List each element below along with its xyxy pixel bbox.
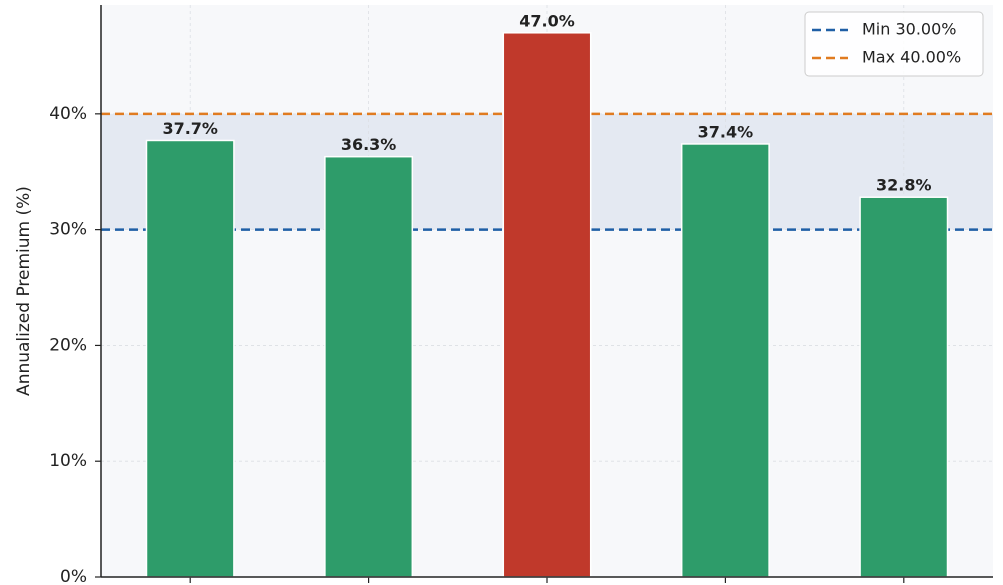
- value-label: 47.0%: [519, 11, 575, 30]
- y-tick-label: 20%: [49, 335, 87, 355]
- legend-box: [804, 11, 984, 77]
- value-label: 36.3%: [341, 135, 397, 154]
- y-tick-label: 40%: [49, 104, 87, 124]
- legend-label: Min 30.00%: [862, 20, 956, 39]
- value-label: 37.7%: [162, 119, 218, 138]
- bar: [324, 155, 414, 578]
- y-tick-label: 10%: [49, 451, 87, 471]
- y-axis-label: Annualized Premium (%): [14, 186, 34, 396]
- y-tick-label: 0%: [60, 567, 87, 585]
- bar: [502, 32, 592, 578]
- bar: [680, 143, 770, 578]
- bar: [859, 196, 949, 578]
- legend-label: Max 40.00%: [862, 48, 961, 67]
- bar: [145, 139, 235, 578]
- value-label: 37.4%: [698, 122, 754, 141]
- legend: Min 30.00% Max 40.00%: [804, 11, 984, 77]
- y-tick-label: 30%: [49, 220, 87, 240]
- value-label: 32.8%: [876, 176, 932, 195]
